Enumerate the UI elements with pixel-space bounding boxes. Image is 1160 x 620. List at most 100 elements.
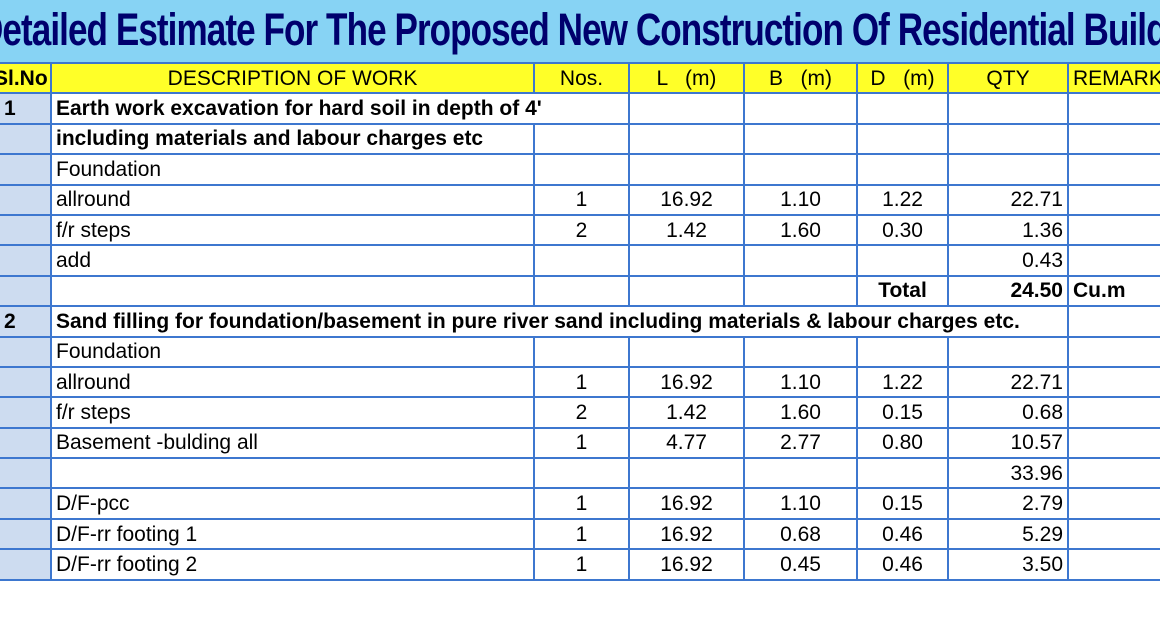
sno-cell[interactable] xyxy=(0,183,52,216)
qty-cell[interactable]: 22.71 xyxy=(947,365,1069,399)
sno-cell[interactable] xyxy=(0,487,52,520)
remarks-cell[interactable] xyxy=(1067,305,1160,338)
depth-cell[interactable] xyxy=(856,122,949,156)
description-cell[interactable]: Foundation xyxy=(50,153,535,186)
qty-cell[interactable] xyxy=(947,153,1069,186)
breadth-cell[interactable] xyxy=(743,153,858,186)
total-label[interactable]: Total xyxy=(856,274,949,308)
nos-cell[interactable] xyxy=(533,122,630,156)
qty-cell[interactable]: 5.29 xyxy=(947,517,1069,551)
qty-cell[interactable]: 0.68 xyxy=(947,396,1069,429)
total-qty-cell[interactable]: 24.50 xyxy=(947,274,1069,308)
sno-cell[interactable] xyxy=(0,396,52,429)
sno-cell[interactable] xyxy=(0,335,52,368)
remarks-cell[interactable] xyxy=(1067,365,1160,399)
remarks-cell[interactable] xyxy=(1067,517,1160,551)
nos-cell[interactable]: 2 xyxy=(533,396,630,429)
depth-cell[interactable] xyxy=(856,457,949,490)
description-cell[interactable]: add xyxy=(50,244,535,277)
nos-cell[interactable] xyxy=(533,335,630,368)
sno-cell[interactable] xyxy=(0,517,52,551)
depth-cell[interactable]: 1.22 xyxy=(856,183,949,216)
depth-cell[interactable] xyxy=(856,92,949,125)
depth-cell[interactable] xyxy=(856,335,949,368)
qty-cell[interactable]: 22.71 xyxy=(947,183,1069,216)
description-cell[interactable]: D/F-rr footing 2 xyxy=(50,548,535,581)
sno-cell[interactable] xyxy=(0,244,52,277)
nos-cell[interactable] xyxy=(533,153,630,186)
breadth-cell[interactable]: 2.77 xyxy=(743,426,858,460)
description-cell[interactable]: Sand filling for foundation/basement in … xyxy=(50,305,1069,338)
breadth-cell[interactable]: 1.10 xyxy=(743,365,858,399)
qty-cell[interactable]: 10.57 xyxy=(947,426,1069,460)
breadth-cell[interactable] xyxy=(743,335,858,368)
nos-cell[interactable]: 1 xyxy=(533,365,630,399)
breadth-cell[interactable] xyxy=(743,457,858,490)
depth-cell[interactable]: 1.22 xyxy=(856,365,949,399)
length-cell[interactable]: 16.92 xyxy=(628,517,745,551)
length-cell[interactable]: 16.92 xyxy=(628,487,745,520)
breadth-cell[interactable]: 1.10 xyxy=(743,183,858,216)
length-cell[interactable]: 4.77 xyxy=(628,426,745,460)
qty-cell[interactable]: 0.43 xyxy=(947,244,1069,277)
description-cell[interactable]: including materials and labour charges e… xyxy=(50,122,535,156)
sno-cell[interactable] xyxy=(0,457,52,490)
description-cell[interactable]: D/F-rr footing 1 xyxy=(50,517,535,551)
remarks-cell[interactable] xyxy=(1067,335,1160,368)
remarks-cell[interactable] xyxy=(1067,92,1160,125)
remarks-cell[interactable] xyxy=(1067,244,1160,277)
description-cell[interactable]: f/r steps xyxy=(50,396,535,429)
nos-cell[interactable]: 1 xyxy=(533,183,630,216)
depth-cell[interactable] xyxy=(856,153,949,186)
remarks-cell[interactable] xyxy=(1067,213,1160,247)
depth-cell[interactable]: 0.80 xyxy=(856,426,949,460)
depth-cell[interactable]: 0.46 xyxy=(856,548,949,581)
length-cell[interactable]: 16.92 xyxy=(628,183,745,216)
description-cell[interactable]: allround xyxy=(50,365,535,399)
nos-cell[interactable]: 1 xyxy=(533,426,630,460)
qty-cell[interactable]: 2.79 xyxy=(947,487,1069,520)
remarks-cell[interactable] xyxy=(1067,487,1160,520)
length-cell[interactable] xyxy=(628,153,745,186)
qty-cell[interactable]: 1.36 xyxy=(947,213,1069,247)
length-cell[interactable]: 1.42 xyxy=(628,396,745,429)
sno-cell[interactable] xyxy=(0,548,52,581)
sno-cell[interactable] xyxy=(0,122,52,156)
sno-cell[interactable] xyxy=(0,213,52,247)
depth-cell[interactable] xyxy=(856,244,949,277)
nos-cell[interactable]: 2 xyxy=(533,213,630,247)
length-cell[interactable] xyxy=(628,457,745,490)
remarks-cell[interactable] xyxy=(1067,457,1160,490)
length-cell[interactable] xyxy=(628,274,745,308)
breadth-cell[interactable] xyxy=(743,274,858,308)
breadth-cell[interactable]: 0.45 xyxy=(743,548,858,581)
breadth-cell[interactable]: 0.68 xyxy=(743,517,858,551)
description-cell[interactable]: f/r steps xyxy=(50,213,535,247)
remarks-cell[interactable] xyxy=(1067,183,1160,216)
qty-cell[interactable] xyxy=(947,92,1069,125)
qty-cell[interactable] xyxy=(947,335,1069,368)
description-cell[interactable]: Earth work excavation for hard soil in d… xyxy=(50,92,630,125)
unit-cell[interactable]: Cu.m xyxy=(1067,274,1160,308)
sno-cell[interactable] xyxy=(0,153,52,186)
sno-cell[interactable]: 2 xyxy=(0,305,52,338)
remarks-cell[interactable] xyxy=(1067,153,1160,186)
length-cell[interactable]: 16.92 xyxy=(628,548,745,581)
breadth-cell[interactable]: 1.60 xyxy=(743,396,858,429)
breadth-cell[interactable] xyxy=(743,122,858,156)
nos-cell[interactable] xyxy=(533,274,630,308)
sno-cell[interactable] xyxy=(0,426,52,460)
depth-cell[interactable]: 0.15 xyxy=(856,487,949,520)
nos-cell[interactable]: 1 xyxy=(533,487,630,520)
remarks-cell[interactable] xyxy=(1067,122,1160,156)
depth-cell[interactable]: 0.46 xyxy=(856,517,949,551)
depth-cell[interactable]: 0.30 xyxy=(856,213,949,247)
nos-cell[interactable]: 1 xyxy=(533,548,630,581)
nos-cell[interactable] xyxy=(533,457,630,490)
qty-cell[interactable] xyxy=(947,122,1069,156)
sno-cell[interactable] xyxy=(0,365,52,399)
length-cell[interactable] xyxy=(628,92,745,125)
depth-cell[interactable]: 0.15 xyxy=(856,396,949,429)
breadth-cell[interactable]: 1.10 xyxy=(743,487,858,520)
description-cell[interactable] xyxy=(50,274,535,308)
